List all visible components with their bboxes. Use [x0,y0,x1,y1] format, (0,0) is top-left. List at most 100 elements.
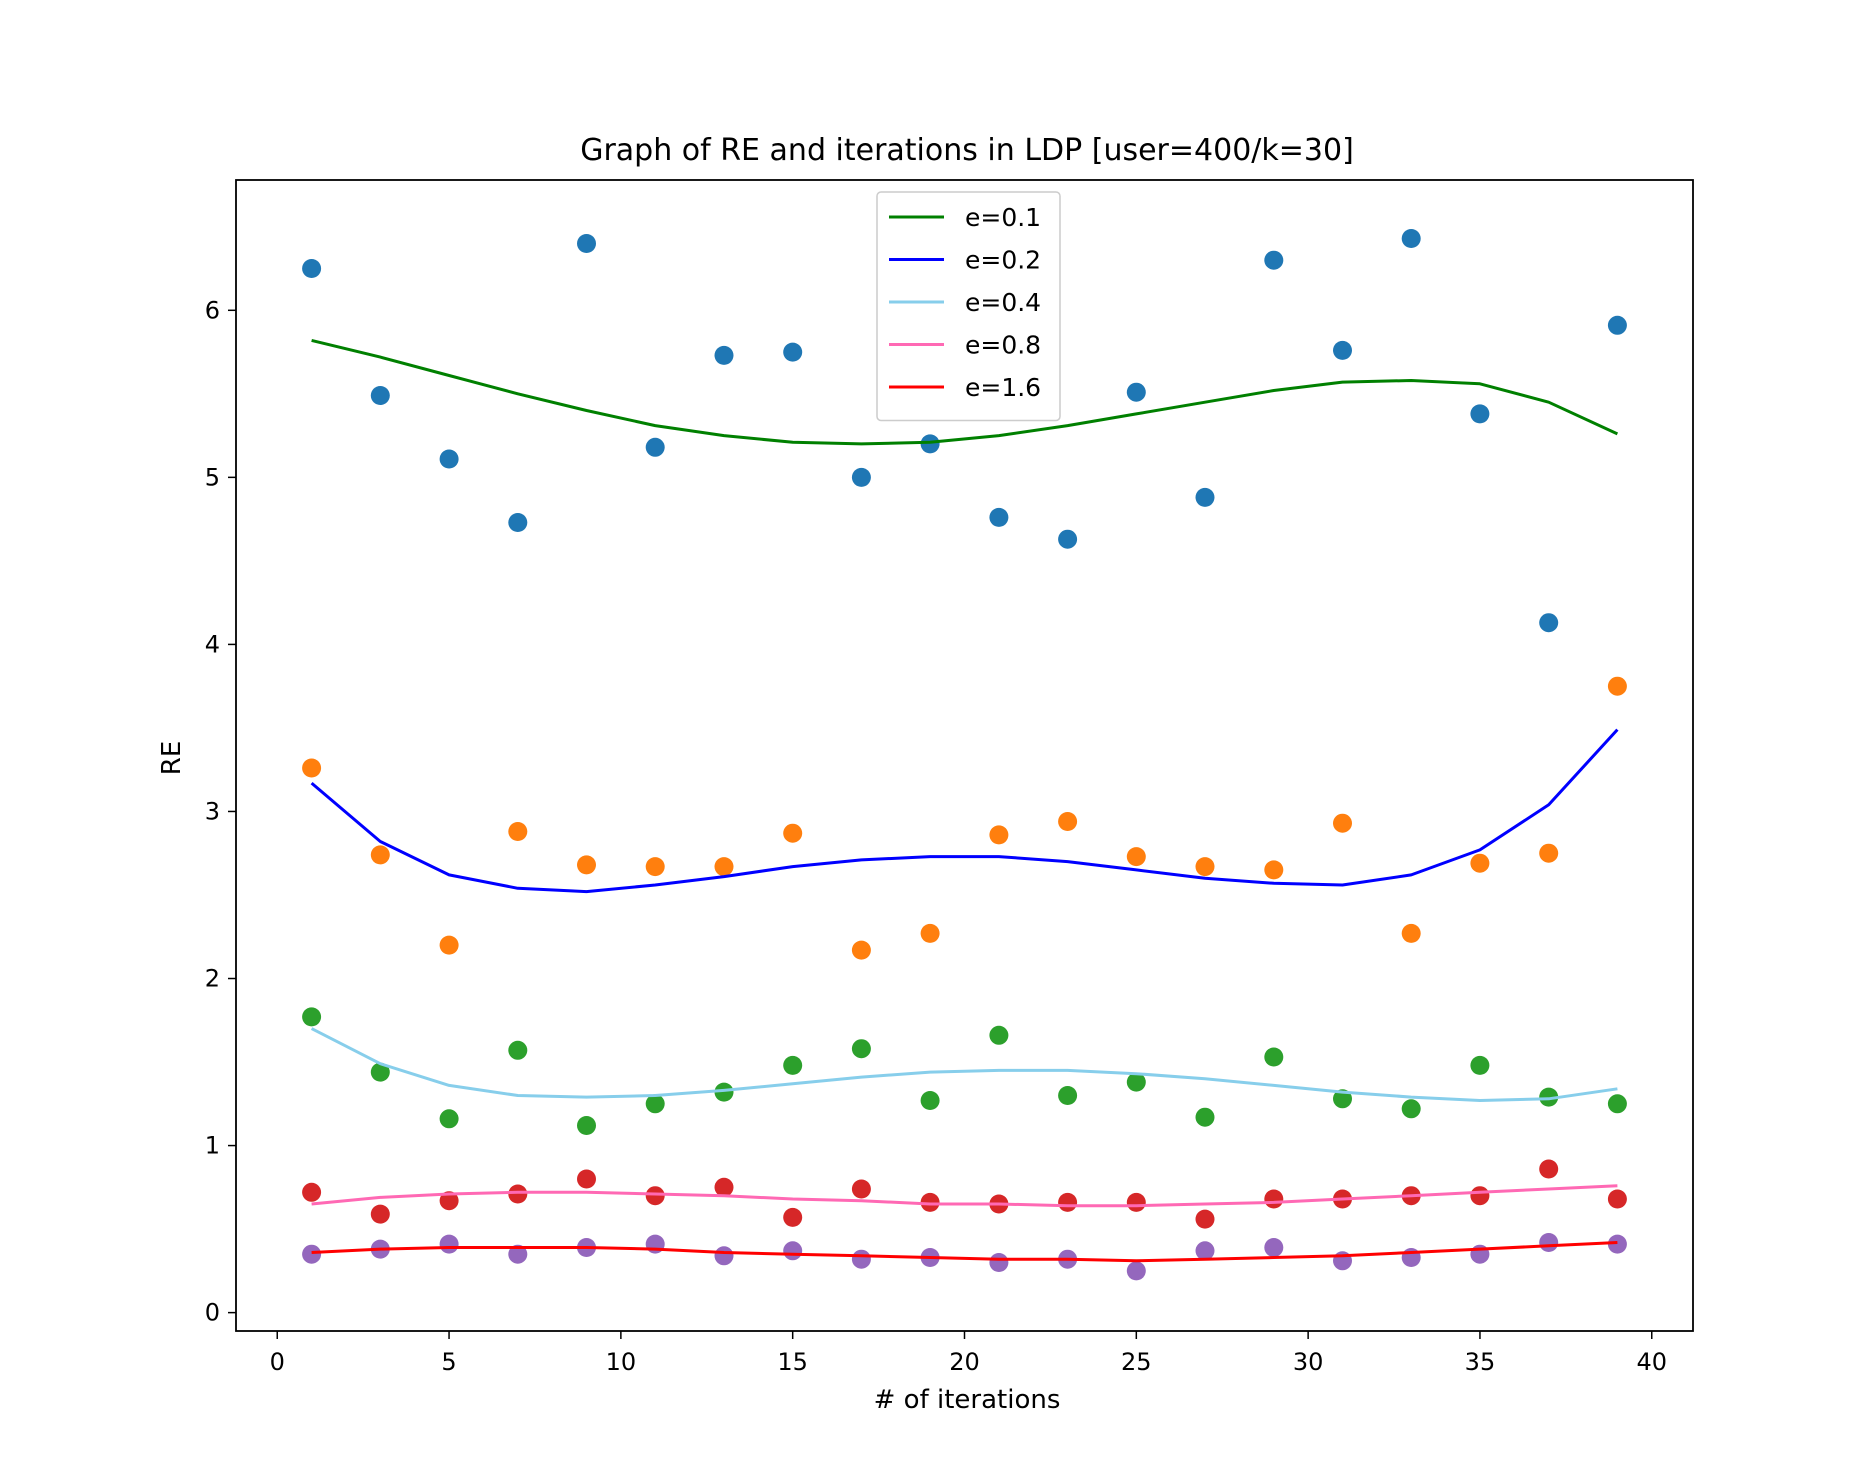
scatter-point [1195,1241,1215,1261]
x-tick-label: 30 [1293,1348,1324,1376]
scatter-point [577,234,596,253]
scatter-point [302,1244,322,1264]
scatter-point [1126,847,1146,867]
scatter-point [1264,860,1284,880]
scatter-point [1470,853,1490,873]
scatter-point [714,857,734,877]
scatter-point [370,845,390,865]
scatter-series-4 [302,1233,1627,1281]
y-tick-label: 3 [205,797,220,825]
legend-entry: e=0.8 [889,331,1041,360]
scatter-point [508,1244,528,1264]
scatter-point [577,855,596,875]
scatter-point [1126,1072,1146,1092]
y-axis-label: RE [157,741,187,776]
scatter-point [439,1234,459,1254]
legend-box [876,191,1061,422]
scatter-point [920,1091,940,1110]
scatter-point [439,935,459,955]
scatter-point [1470,1055,1490,1075]
legend-entry: e=0.1 [889,203,1041,232]
scatter-point [783,1207,803,1227]
scatter-point [645,437,665,457]
scatter-point [508,1184,528,1204]
y-tick-label: 1 [205,1132,220,1160]
y-tick-label: 6 [205,296,220,324]
scatter-point [1539,613,1559,633]
scatter-point [1470,404,1490,424]
series-line-e-0-4 [310,1027,1618,1102]
legend-label: e=0.8 [965,331,1041,360]
scatter-point [577,1116,596,1135]
y-tick-label: 5 [205,463,220,491]
x-axis-label: # of iterations [874,1385,1061,1415]
scatter-point [1195,1209,1215,1229]
scatter-point [439,449,459,469]
scatter-point [714,1246,734,1266]
scatter-point [1264,250,1284,270]
scatter-point [508,1040,528,1060]
scatter-point [1195,857,1215,877]
scatter-point [989,825,1009,845]
legend-label: e=0.4 [965,288,1041,317]
legend-entry: e=1.6 [889,373,1041,402]
scatter-point [645,1186,665,1206]
scatter-point [1470,1186,1490,1206]
scatter-point [714,1082,734,1102]
scatter-point [783,342,803,362]
x-tick-label: 5 [441,1348,456,1376]
scatter-point [989,1253,1009,1272]
scatter-series-2 [302,1007,1627,1135]
scatter-point [1126,382,1146,402]
scatter-point [783,1241,803,1261]
x-tick-label: 20 [949,1348,980,1376]
scatter-point [989,507,1009,527]
scatter-point [370,386,390,405]
x-tick-label: 10 [606,1348,637,1376]
scatter-point [1126,1261,1146,1281]
scatter-point [508,822,528,841]
scatter-point [1126,1192,1146,1212]
scatter-point [1401,923,1421,943]
series-line-e-0-8 [311,1184,1618,1208]
scatter-point [1333,340,1352,360]
legend: e=0.1 e=0.2 e=0.4 e=0.8 e=1.6 [876,191,1061,422]
y-tick-label: 2 [205,965,220,993]
scatter-point [1195,487,1215,507]
scatter-point [851,940,871,960]
plot-area [302,229,1627,1281]
scatter-point [1058,529,1078,549]
scatter-series-1 [302,676,1627,960]
scatter-point [1539,1159,1559,1179]
scatter-point [851,1039,871,1059]
scatter-point [1607,676,1627,696]
scatter-point [439,1109,459,1129]
scatter-point [783,1055,803,1075]
y-tick-label: 4 [205,630,220,658]
scatter-point [370,1204,390,1224]
series-line-e-0-2 [310,728,1619,894]
scatter-point [851,1179,871,1199]
scatter-point [1607,1189,1627,1209]
scatter-point [1539,1087,1559,1107]
legend-entry: e=0.2 [889,246,1041,275]
series-line-e-1-6 [311,1241,1618,1263]
x-tick-label: 0 [270,1348,285,1376]
series-line-e-0-1 [311,338,1619,446]
scatter-point [920,434,940,454]
scatter-point [370,1062,390,1082]
scatter-point [920,923,940,943]
scatter-point [508,513,528,532]
legend-entry: e=0.4 [889,288,1041,317]
x-tick-label: 25 [1121,1348,1152,1376]
scatter-point [1539,1233,1559,1252]
x-tick-label: 35 [1465,1348,1496,1376]
scatter-point [851,467,871,487]
scatter-point [1264,1189,1284,1209]
scatter-point [1195,1107,1215,1127]
scatter-point [1058,1192,1078,1212]
scatter-point [577,1169,596,1189]
scatter-series-0 [302,229,1627,633]
scatter-point [302,259,322,278]
